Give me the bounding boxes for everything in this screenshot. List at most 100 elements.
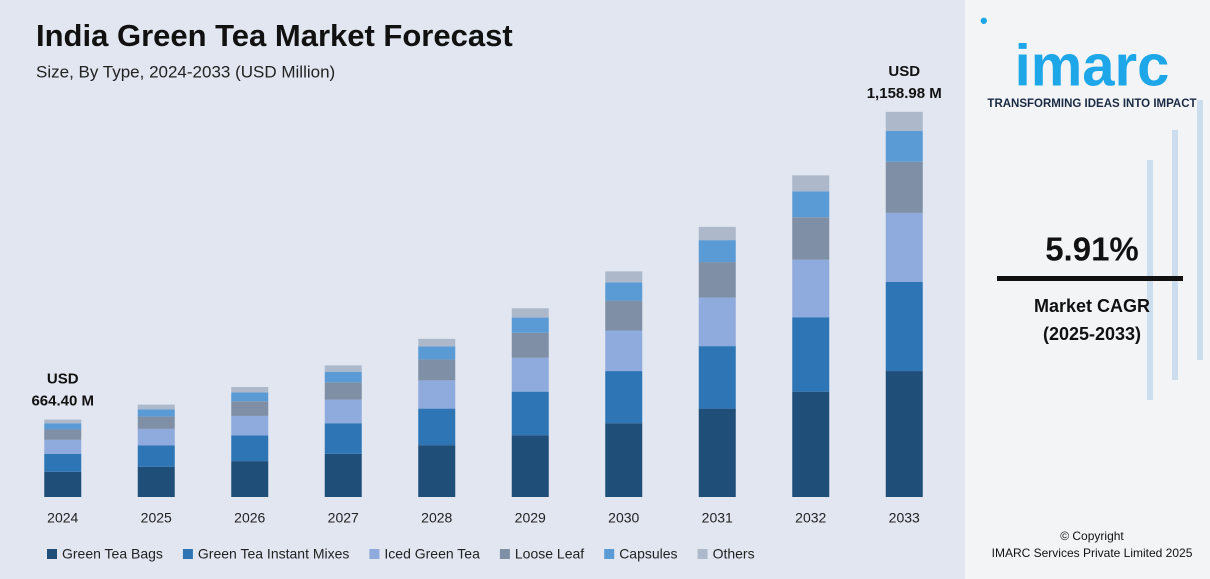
bar-segment — [231, 387, 269, 393]
bar-segment — [605, 271, 643, 283]
bar-segment — [698, 408, 736, 497]
bar-segment — [44, 419, 82, 424]
chart-subtitle: Size, By Type, 2024-2033 (USD Million) — [36, 62, 335, 81]
logo-dot: • — [980, 8, 988, 33]
bar-segment — [418, 380, 456, 409]
x-tick-label: 2024 — [47, 510, 78, 526]
bar-segment — [605, 300, 643, 331]
bar-segment — [792, 317, 830, 392]
bar-segment — [44, 453, 82, 472]
bar-segment — [231, 461, 269, 497]
legend-label: Capsules — [619, 546, 677, 562]
bar-segment — [792, 217, 830, 260]
x-tick-label: 2027 — [328, 510, 359, 526]
bar-segment — [44, 439, 82, 454]
bar-segment — [511, 391, 549, 436]
bar-segment — [44, 429, 82, 440]
total-label: USD — [47, 371, 79, 388]
bar-segment — [137, 416, 175, 429]
legend-label: Green Tea Bags — [62, 546, 163, 562]
bar-segment — [231, 435, 269, 462]
x-tick-label: 2025 — [141, 510, 172, 526]
bar-segment — [885, 281, 923, 372]
bar-segment — [418, 359, 456, 381]
bar-segment — [698, 346, 736, 409]
bar-segment — [418, 408, 456, 446]
bar-segment — [698, 262, 736, 298]
bar-segment — [605, 371, 643, 424]
bar-segment — [605, 282, 643, 301]
bar-segment — [605, 423, 643, 497]
bar-segment — [792, 191, 830, 218]
bar-segment — [605, 330, 643, 372]
bar-segment — [137, 466, 175, 497]
bar-segment — [137, 445, 175, 467]
legend-swatch — [369, 549, 380, 559]
legend-label: Iced Green Tea — [384, 546, 480, 562]
bar-segment — [324, 453, 362, 497]
legend-swatch — [499, 549, 510, 559]
bar-segment — [137, 428, 175, 446]
legend-label: Loose Leaf — [515, 546, 584, 562]
bar-segment — [324, 423, 362, 454]
x-tick-label: 2030 — [608, 510, 639, 526]
legend-swatch — [47, 549, 57, 559]
total-label: 1,158.98 M — [867, 85, 942, 102]
cagr-rule — [997, 276, 1183, 281]
bar-segment — [511, 435, 549, 497]
bar-segment — [885, 111, 923, 131]
cagr-label: Market CAGR — [1034, 296, 1150, 316]
bar-segment — [792, 175, 830, 192]
x-tick-label: 2032 — [795, 510, 826, 526]
bar-segment — [137, 404, 175, 410]
bar-segment — [324, 365, 362, 372]
bar-segment — [418, 338, 456, 347]
x-tick-label: 2029 — [515, 510, 546, 526]
bar-segment — [511, 332, 549, 358]
bar-segment — [231, 392, 269, 402]
logo: imarc — [1015, 33, 1170, 98]
bar-segment — [324, 382, 362, 400]
total-label: USD — [888, 63, 920, 80]
bar-segment — [418, 445, 456, 497]
bar-segment — [698, 297, 736, 347]
bar-segment — [324, 371, 362, 383]
bar-segment — [885, 161, 923, 213]
bar-segment — [511, 357, 549, 392]
total-label: 664.40 M — [31, 393, 94, 410]
bar-segment — [885, 212, 923, 282]
bar-segment — [885, 130, 923, 162]
x-tick-label: 2026 — [234, 510, 265, 526]
x-tick-label: 2028 — [421, 510, 452, 526]
bar-segment — [698, 240, 736, 263]
bar-segment — [137, 409, 175, 417]
copyright: © Copyright — [1060, 529, 1124, 543]
bar-segment — [885, 371, 923, 497]
copyright: IMARC Services Private Limited 2025 — [992, 546, 1193, 560]
x-tick-label: 2033 — [889, 510, 920, 526]
sidebar-background — [965, 0, 1210, 579]
bar-segment — [698, 226, 736, 241]
tagline: TRANSFORMING IDEAS INTO IMPACT — [987, 98, 1196, 110]
bar-segment — [511, 308, 549, 318]
bar-segment — [418, 346, 456, 360]
legend-swatch — [182, 549, 193, 559]
bar-segment — [44, 471, 82, 497]
bar-segment — [44, 423, 82, 430]
bar-segment — [231, 401, 269, 416]
legend-swatch — [604, 549, 615, 559]
chart-title: India Green Tea Market Forecast — [36, 18, 513, 53]
legend-label: Green Tea Instant Mixes — [198, 546, 349, 562]
bar-segment — [792, 391, 830, 497]
bar-segment — [324, 399, 362, 424]
cagr-value: 5.91% — [1045, 231, 1139, 268]
bar-segment — [511, 317, 549, 333]
legend-swatch — [697, 549, 708, 559]
bar-segment — [231, 415, 269, 436]
cagr-label: (2025-2033) — [1043, 324, 1141, 344]
legend-label: Others — [713, 546, 755, 562]
x-tick-label: 2031 — [702, 510, 733, 526]
bar-segment — [792, 259, 830, 318]
